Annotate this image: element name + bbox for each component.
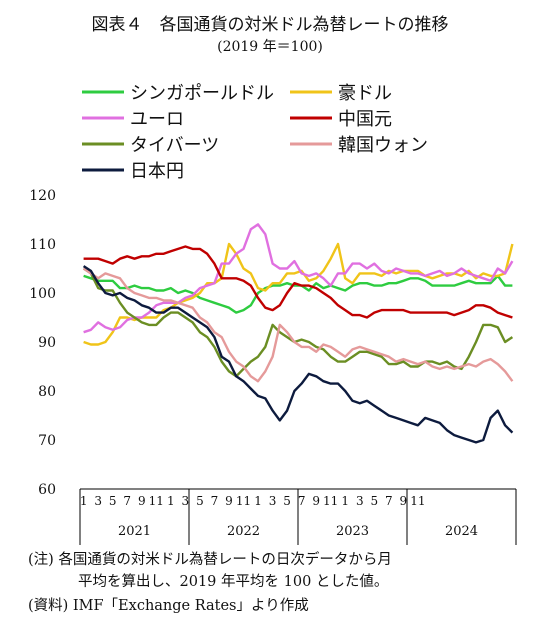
legend-label: 韓国ウォン (338, 135, 428, 156)
x-tick-label: 3 (356, 494, 364, 508)
legend-label: 中国元 (338, 109, 392, 130)
legend-label: シンガポールドル (130, 83, 274, 104)
plot-area (82, 223, 514, 444)
series-line (82, 267, 514, 383)
chart-title: 図表４ 各国通貨の対米ドル為替レートの推移 (91, 15, 449, 35)
series-line (83, 245, 513, 319)
x-tick-label: 5 (370, 494, 378, 508)
y-tick-label: 60 (38, 482, 56, 498)
x-tick-label: 1 (341, 494, 349, 508)
legend-label: タイバーツ (130, 135, 219, 156)
y-tick-label: 90 (38, 335, 56, 351)
x-tick-label: 5 (109, 494, 117, 508)
x-tick-label: 9 (400, 494, 408, 508)
source-note: (資料) IMF「Exchange Rates」より作成 (28, 598, 309, 614)
x-tick-label: 11 (323, 494, 338, 508)
x-tick-label: 9 (312, 494, 320, 508)
x-tick-label: 5 (196, 494, 204, 508)
legend-label: 日本円 (130, 161, 184, 182)
y-tick-label: 80 (38, 384, 56, 400)
x-tick-label: 11 (149, 494, 164, 508)
series-line (82, 267, 514, 378)
chart-subtitle: (2019 年＝100) (217, 39, 323, 55)
x-tick-label: 1 (254, 494, 262, 508)
legend-label: 豪ドル (338, 83, 392, 104)
x-tick-label: 3 (182, 494, 190, 508)
legend-label: ユーロ (130, 109, 184, 130)
note-line-2: 平均を算出し、2019 年平均を 100 とした値。 (78, 574, 389, 590)
series-line (83, 223, 514, 334)
x-tick-label: 7 (123, 494, 131, 508)
x-tick-label: 5 (283, 494, 291, 508)
series-line (83, 242, 514, 346)
x-tick-label: 1 (80, 494, 88, 508)
y-tick-label: 120 (29, 188, 56, 204)
x-tick-label: 3 (94, 494, 102, 508)
y-axis: 60 70 80 90 100 110 120 (29, 188, 56, 498)
y-tick-label: 70 (38, 433, 56, 449)
x-tick-label: 7 (211, 494, 219, 508)
x-tick-label: 9 (138, 494, 146, 508)
x-year-label: 2021 (118, 524, 151, 539)
x-tick-label: 1 (167, 494, 175, 508)
x-tick-label: 11 (236, 494, 251, 508)
x-year-label: 2024 (445, 524, 478, 539)
y-tick-label: 100 (29, 286, 56, 302)
series-line (82, 265, 514, 444)
note-line-1: (注) 各国通貨の対米ドル為替レートの日次データから月 (28, 552, 392, 568)
x-year-label: 2022 (227, 524, 260, 539)
x-tick-label: 11 (410, 494, 425, 508)
x-tick-label: 7 (385, 494, 393, 508)
x-tick-label: 9 (225, 494, 233, 508)
x-tick-label: 7 (298, 494, 306, 508)
x-tick-label: 3 (269, 494, 277, 508)
y-tick-label: 110 (29, 237, 56, 253)
x-year-label: 2023 (336, 524, 369, 539)
